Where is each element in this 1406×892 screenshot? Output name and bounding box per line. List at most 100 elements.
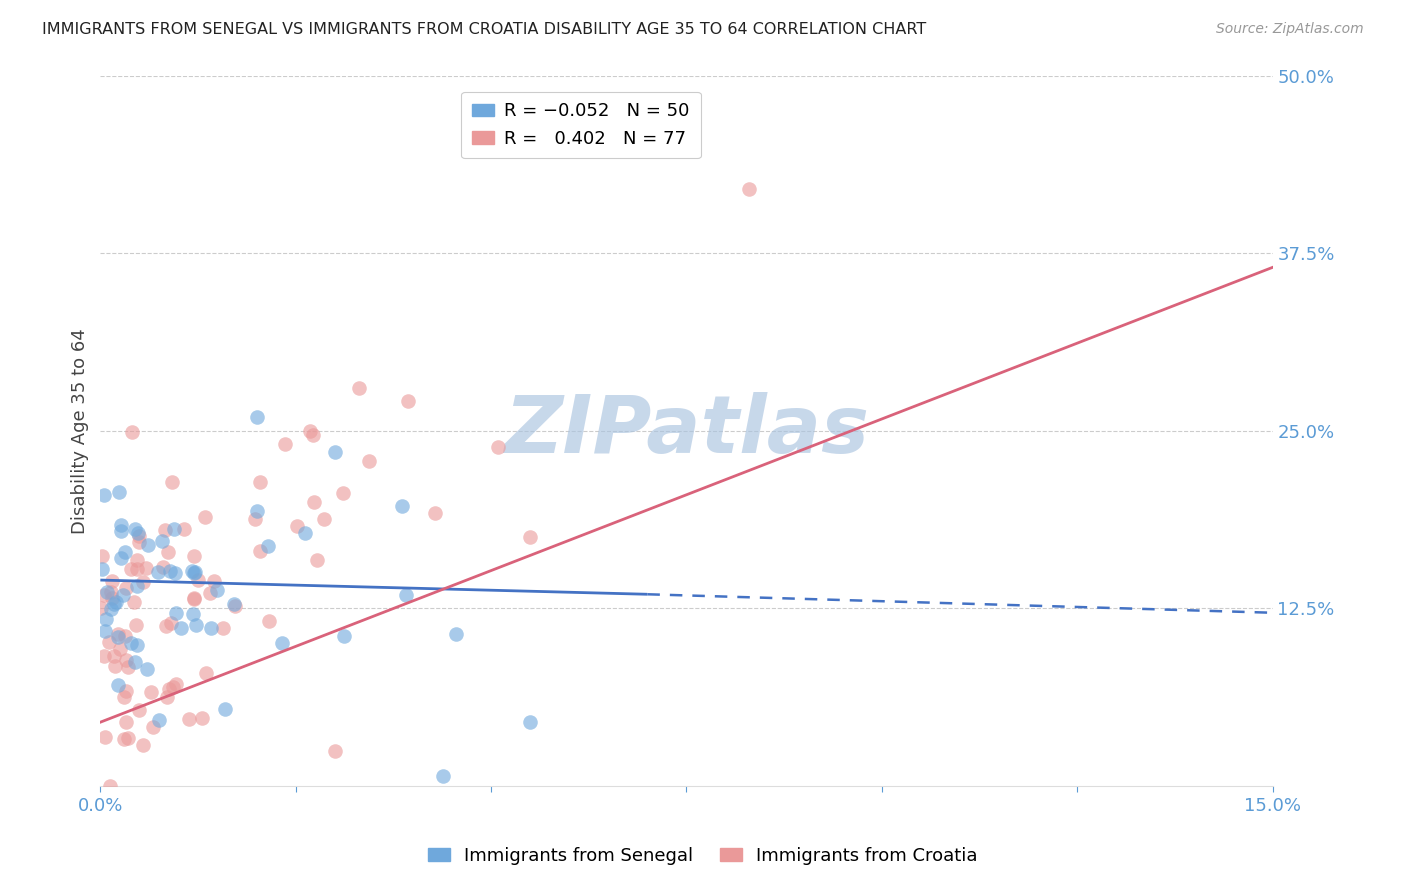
Point [245, 504, 267, 518]
Point [127, 526, 149, 541]
Point [104, 595, 127, 609]
Point [186, 573, 208, 587]
Point [115, 683, 138, 698]
Point [214, 702, 236, 716]
Point [115, 581, 138, 595]
Point [519, 715, 541, 730]
Point [156, 690, 179, 705]
Point [117, 659, 139, 673]
Point [159, 564, 181, 578]
Point [125, 552, 148, 566]
Point [202, 574, 225, 589]
Point [90, 549, 112, 564]
Point [165, 607, 187, 621]
Point [323, 743, 346, 757]
Point [150, 533, 173, 548]
Text: ZIPatlas: ZIPatlas [503, 392, 869, 470]
Point [305, 553, 328, 567]
Point [347, 381, 370, 395]
Point [200, 586, 222, 600]
Point [100, 574, 122, 588]
Point [146, 565, 169, 579]
Point [194, 510, 217, 524]
Point [432, 769, 454, 783]
Point [173, 522, 195, 536]
Point [486, 441, 509, 455]
Legend: R = −0.052   N = 50, R =   0.402   N = 77: R = −0.052 N = 50, R = 0.402 N = 77 [461, 92, 700, 159]
Point [285, 519, 308, 533]
Point [125, 617, 148, 632]
Point [100, 602, 122, 616]
Point [163, 523, 186, 537]
Point [162, 475, 184, 489]
Point [110, 517, 132, 532]
Point [183, 591, 205, 606]
Point [98, 634, 121, 648]
Point [177, 712, 200, 726]
Point [249, 544, 271, 558]
Point [90, 600, 112, 615]
Point [121, 425, 143, 439]
Point [163, 566, 186, 580]
Point [183, 592, 205, 607]
Point [170, 621, 193, 635]
Point [333, 629, 356, 643]
Point [249, 475, 271, 489]
Point [184, 565, 207, 579]
Point [357, 454, 380, 468]
Point [200, 621, 222, 635]
Point [165, 677, 187, 691]
Point [127, 579, 149, 593]
Point [107, 630, 129, 644]
Point [114, 629, 136, 643]
Point [114, 714, 136, 729]
Point [301, 428, 323, 442]
Point [111, 589, 134, 603]
Text: IMMIGRANTS FROM SENEGAL VS IMMIGRANTS FROM CROATIA DISABILITY AGE 35 TO 64 CORRE: IMMIGRANTS FROM SENEGAL VS IMMIGRANTS FR… [42, 22, 927, 37]
Point [120, 562, 142, 576]
Point [103, 598, 125, 612]
Point [132, 575, 155, 590]
Point [162, 680, 184, 694]
Point [107, 678, 129, 692]
Point [128, 534, 150, 549]
Point [104, 658, 127, 673]
Point [101, 591, 124, 605]
Point [148, 713, 170, 727]
Point [127, 638, 149, 652]
Point [195, 665, 218, 680]
Point [243, 512, 266, 526]
Point [446, 626, 468, 640]
Point [122, 595, 145, 609]
Point [135, 662, 157, 676]
Point [224, 599, 246, 614]
Point [110, 550, 132, 565]
Point [391, 499, 413, 513]
Point [211, 621, 233, 635]
Point [112, 731, 135, 746]
Point [117, 731, 139, 745]
Point [180, 565, 202, 579]
Point [93, 588, 115, 602]
Point [270, 636, 292, 650]
Point [124, 522, 146, 536]
Point [190, 711, 212, 725]
Point [294, 526, 316, 541]
Point [298, 424, 321, 438]
Point [738, 182, 761, 196]
Point [332, 485, 354, 500]
Point [108, 642, 131, 657]
Point [246, 409, 269, 424]
Point [100, 585, 122, 599]
Point [153, 523, 176, 537]
Point [96, 612, 118, 626]
Point [323, 445, 346, 459]
Point [257, 539, 280, 553]
Point [94, 624, 117, 639]
Point [274, 437, 297, 451]
Point [224, 597, 246, 611]
Point [181, 607, 204, 621]
Point [103, 648, 125, 663]
Point [186, 618, 208, 632]
Point [98, 779, 121, 793]
